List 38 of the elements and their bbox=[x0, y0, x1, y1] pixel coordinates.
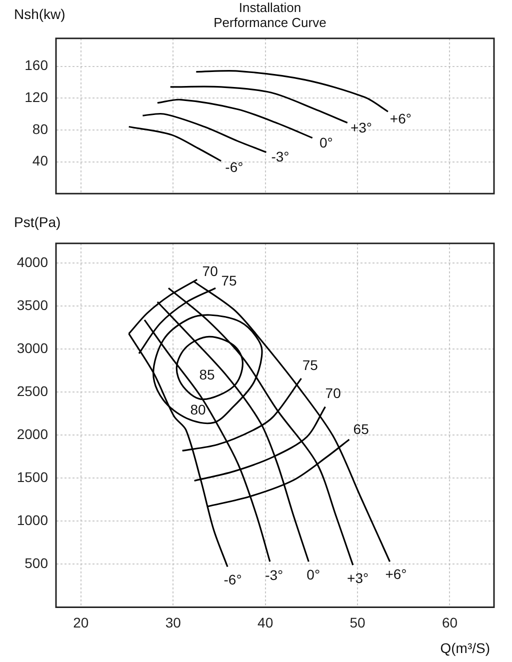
series-label: 75 bbox=[302, 357, 318, 374]
y-tick-label: 3500 bbox=[16, 297, 48, 314]
y-tick-label: 4000 bbox=[16, 254, 48, 270]
x-axis-title: Q(m³/S) bbox=[440, 640, 490, 656]
y-tick-label: 500 bbox=[24, 555, 48, 572]
annotation: 85 bbox=[199, 366, 215, 383]
x-tick-label: 30 bbox=[165, 614, 182, 630]
y-tick-label: 1500 bbox=[16, 469, 48, 486]
y-tick-label: 160 bbox=[24, 57, 48, 74]
series-label: -6° bbox=[224, 572, 242, 588]
series-label: 70 bbox=[325, 384, 342, 401]
series-label: +3° bbox=[350, 119, 372, 136]
series-label: 0° bbox=[319, 134, 333, 151]
y-tick-label: 2500 bbox=[16, 383, 48, 400]
y-axis-title: Nsh(kw) bbox=[14, 6, 66, 22]
x-tick-label: 20 bbox=[73, 614, 89, 630]
series-label: -6° bbox=[225, 159, 244, 176]
annotation: 80 bbox=[190, 402, 206, 418]
series-label: -3° bbox=[271, 148, 290, 165]
y-axis-title: Pst(Pa) bbox=[14, 214, 61, 230]
series-label: +6° bbox=[385, 566, 407, 582]
series-label: 65 bbox=[353, 421, 370, 438]
series-label: +6° bbox=[390, 110, 412, 126]
series-label: +3° bbox=[347, 570, 369, 586]
chart-title: Installation Performance Curve bbox=[212, 0, 328, 30]
series-label: 75 bbox=[221, 272, 238, 288]
y-tick-label: 40 bbox=[32, 152, 48, 169]
series-label: -3° bbox=[265, 566, 284, 583]
series-label: 70 bbox=[202, 262, 218, 279]
x-tick-label: 40 bbox=[258, 614, 274, 630]
y-tick-label: 2000 bbox=[16, 426, 48, 442]
y-tick-label: 120 bbox=[24, 88, 48, 105]
y-tick-label: 80 bbox=[32, 120, 48, 137]
x-tick-label: 60 bbox=[442, 614, 458, 630]
y-tick-label: 3000 bbox=[16, 340, 48, 356]
x-tick-label: 50 bbox=[350, 614, 366, 630]
series-label: 0° bbox=[306, 566, 320, 583]
y-tick-label: 1000 bbox=[16, 512, 48, 528]
